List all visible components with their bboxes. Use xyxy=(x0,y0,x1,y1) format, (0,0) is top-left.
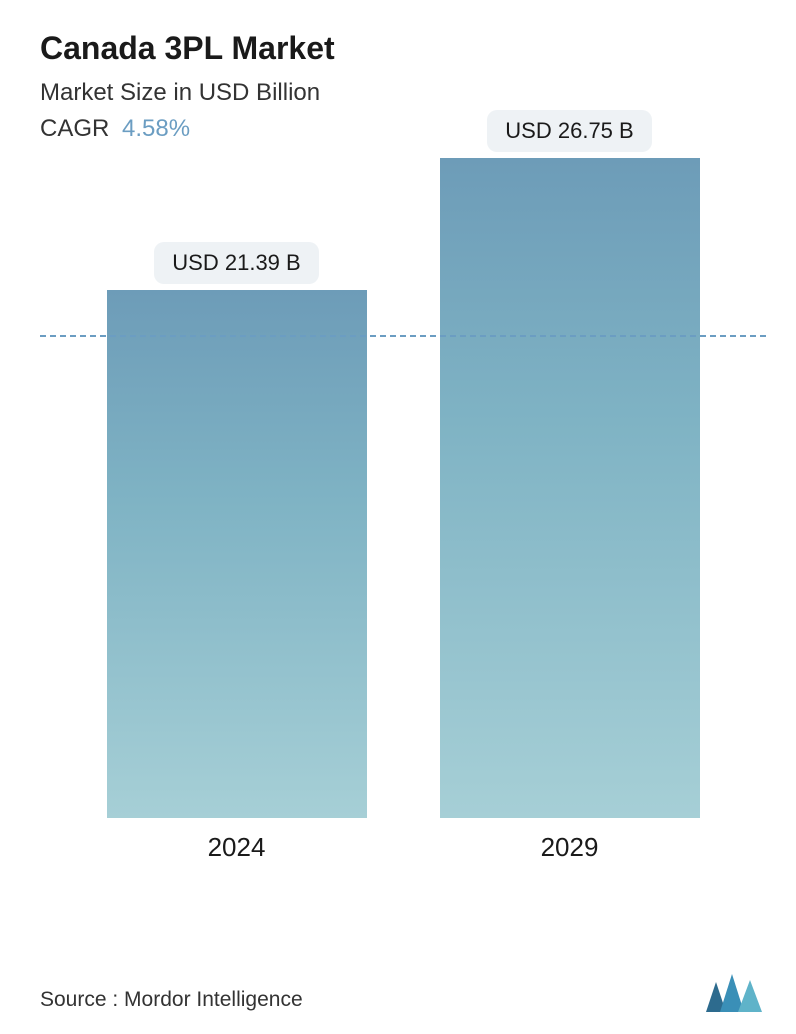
bar-value-badge: USD 21.39 B xyxy=(154,242,318,284)
mordor-logo-icon xyxy=(706,972,766,1012)
cagr-label: CAGR xyxy=(40,115,109,142)
bar-group: USD 26.75 B2029 xyxy=(440,158,700,863)
bar-value-badge: USD 26.75 B xyxy=(487,110,651,152)
bar xyxy=(440,158,700,818)
reference-line xyxy=(40,335,766,337)
bars-container: USD 21.39 B2024USD 26.75 B2029 xyxy=(40,203,766,863)
chart-subtitle: Market Size in USD Billion xyxy=(40,79,766,107)
chart-footer: Source : Mordor Intelligence xyxy=(40,972,766,1012)
cagr-row: CAGR 4.58% xyxy=(40,115,766,143)
cagr-value: 4.58% xyxy=(122,115,190,142)
bar-x-label: 2029 xyxy=(541,832,599,863)
bar-x-label: 2024 xyxy=(208,832,266,863)
source-label: Source : Mordor Intelligence xyxy=(40,988,303,1012)
chart-title: Canada 3PL Market xyxy=(40,30,766,67)
bar-group: USD 21.39 B2024 xyxy=(107,290,367,863)
chart-area: USD 21.39 B2024USD 26.75 B2029 xyxy=(40,203,766,923)
bar xyxy=(107,290,367,818)
chart-header: Canada 3PL Market Market Size in USD Bil… xyxy=(40,30,766,143)
